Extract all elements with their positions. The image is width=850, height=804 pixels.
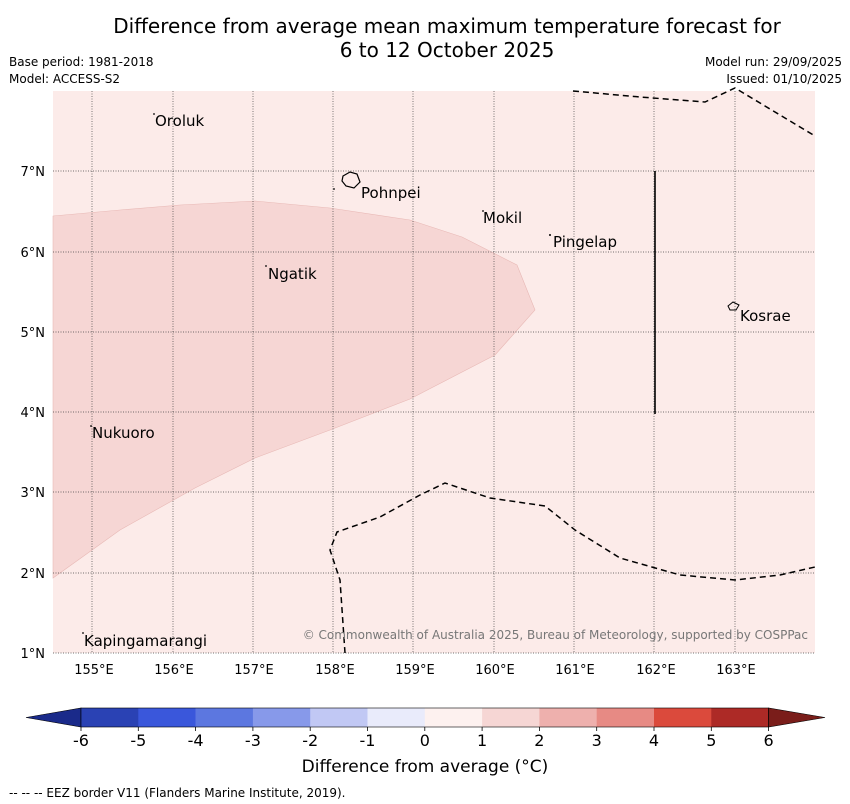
lon-label: 155°E bbox=[74, 663, 114, 678]
colorbar-segment bbox=[711, 708, 769, 727]
title-line-2: 6 to 12 October 2025 bbox=[339, 38, 555, 62]
lat-label: 3°N bbox=[21, 486, 46, 501]
lat-label: 2°N bbox=[21, 567, 46, 582]
colorbar-segment bbox=[310, 708, 368, 727]
colorbar-segment bbox=[424, 708, 483, 727]
colorbar-tick-label: 1 bbox=[477, 731, 488, 750]
copyright-notice: © Commonwealth of Australia 2025, Bureau… bbox=[302, 628, 808, 642]
colorbar-segment bbox=[367, 708, 426, 727]
label-pingelap: Pingelap bbox=[553, 233, 617, 251]
colorbar-segment bbox=[81, 708, 139, 727]
label-kapingamarangi: Kapingamarangi bbox=[84, 632, 207, 650]
lon-label: 158°E bbox=[315, 663, 355, 678]
label-pohnpei: Pohnpei bbox=[361, 184, 421, 202]
colorbar-segment bbox=[138, 708, 196, 727]
lat-label: 1°N bbox=[21, 647, 46, 662]
colorbar-segment bbox=[195, 708, 254, 727]
lon-label: 163°E bbox=[716, 663, 756, 678]
title-line-1: Difference from average mean maximum tem… bbox=[113, 14, 781, 38]
graticule bbox=[53, 91, 815, 654]
lon-label: 162°E bbox=[636, 663, 676, 678]
colorbar-tick-label: -5 bbox=[130, 731, 147, 750]
colorbar-tick-label: 4 bbox=[648, 731, 660, 750]
colorbar-extend-low bbox=[25, 707, 82, 728]
label-mokil: Mokil bbox=[483, 209, 522, 227]
colorbar-tick-label: 2 bbox=[534, 731, 545, 750]
colorbar-tick-label: -6 bbox=[73, 731, 89, 750]
model-name: Model: ACCESS-S2 bbox=[9, 72, 121, 86]
colorbar-segment bbox=[539, 708, 597, 727]
colorbar-segment bbox=[654, 708, 712, 727]
label-ngatik: Ngatik bbox=[268, 265, 317, 283]
anomaly-region-1-to-2 bbox=[52, 200, 536, 579]
base-period: Base period: 1981-2018 bbox=[9, 55, 154, 69]
issued-date: Issued: 01/10/2025 bbox=[726, 72, 842, 86]
eez-border bbox=[329, 87, 816, 654]
label-nukuoro: Nukuoro bbox=[92, 424, 155, 442]
colorbar-title: Difference from average (°C) bbox=[301, 757, 549, 777]
lon-label: 160°E bbox=[475, 663, 515, 678]
eez-legend-note: -- -- -- EEZ border V11 (Flanders Marine… bbox=[9, 786, 346, 800]
metadata-right: Model run: 29/09/2025 Issued: 01/10/2025 bbox=[705, 54, 842, 88]
map-title: Difference from average mean maximum tem… bbox=[0, 14, 850, 62]
kosrae-island bbox=[727, 301, 740, 311]
lon-label: 161°E bbox=[555, 663, 595, 678]
lon-label: 159°E bbox=[395, 663, 435, 678]
pohnpei-island bbox=[341, 171, 361, 189]
atoll-dots bbox=[82, 113, 551, 634]
lat-label: 6°N bbox=[21, 246, 46, 261]
colorbar-tick-label: -2 bbox=[302, 731, 319, 750]
lat-label: 5°N bbox=[21, 326, 46, 341]
colorbar-tick-label: 0 bbox=[419, 731, 430, 750]
colorbar-segment bbox=[482, 708, 540, 727]
colorbar-tick-label: 6 bbox=[763, 731, 774, 750]
latitude-labels: 7°N 6°N 5°N 4°N 3°N 2°N 1°N bbox=[21, 165, 46, 662]
colorbar-ticks bbox=[80, 727, 769, 731]
colorbar-extend-high bbox=[768, 707, 826, 728]
colorbar-segment bbox=[252, 708, 311, 727]
lon-label: 156°E bbox=[154, 663, 194, 678]
colorbar-tick-label: -3 bbox=[244, 731, 261, 750]
longitude-labels: 155°E 156°E 157°E 158°E 159°E 160°E 161°… bbox=[74, 663, 756, 678]
colorbar-tick-label: 3 bbox=[591, 731, 602, 750]
metadata-left: Base period: 1981-2018 Model: ACCESS-S2 bbox=[9, 54, 154, 88]
label-kosrae: Kosrae bbox=[740, 307, 791, 325]
colorbar-tick-label: -1 bbox=[359, 731, 376, 750]
place-labels: Oroluk Pohnpei Mokil Pingelap Ngatik Kos… bbox=[84, 112, 791, 650]
lat-label: 7°N bbox=[21, 165, 46, 180]
lat-label: 4°N bbox=[21, 406, 46, 421]
model-run: Model run: 29/09/2025 bbox=[704, 55, 842, 69]
colorbar-segment bbox=[596, 708, 655, 727]
lon-label: 157°E bbox=[234, 663, 274, 678]
colorbar-tick-label: 5 bbox=[706, 731, 717, 750]
colorbar bbox=[25, 707, 826, 728]
colorbar-tick-label: -4 bbox=[187, 731, 204, 750]
label-oroluk: Oroluk bbox=[155, 112, 204, 130]
